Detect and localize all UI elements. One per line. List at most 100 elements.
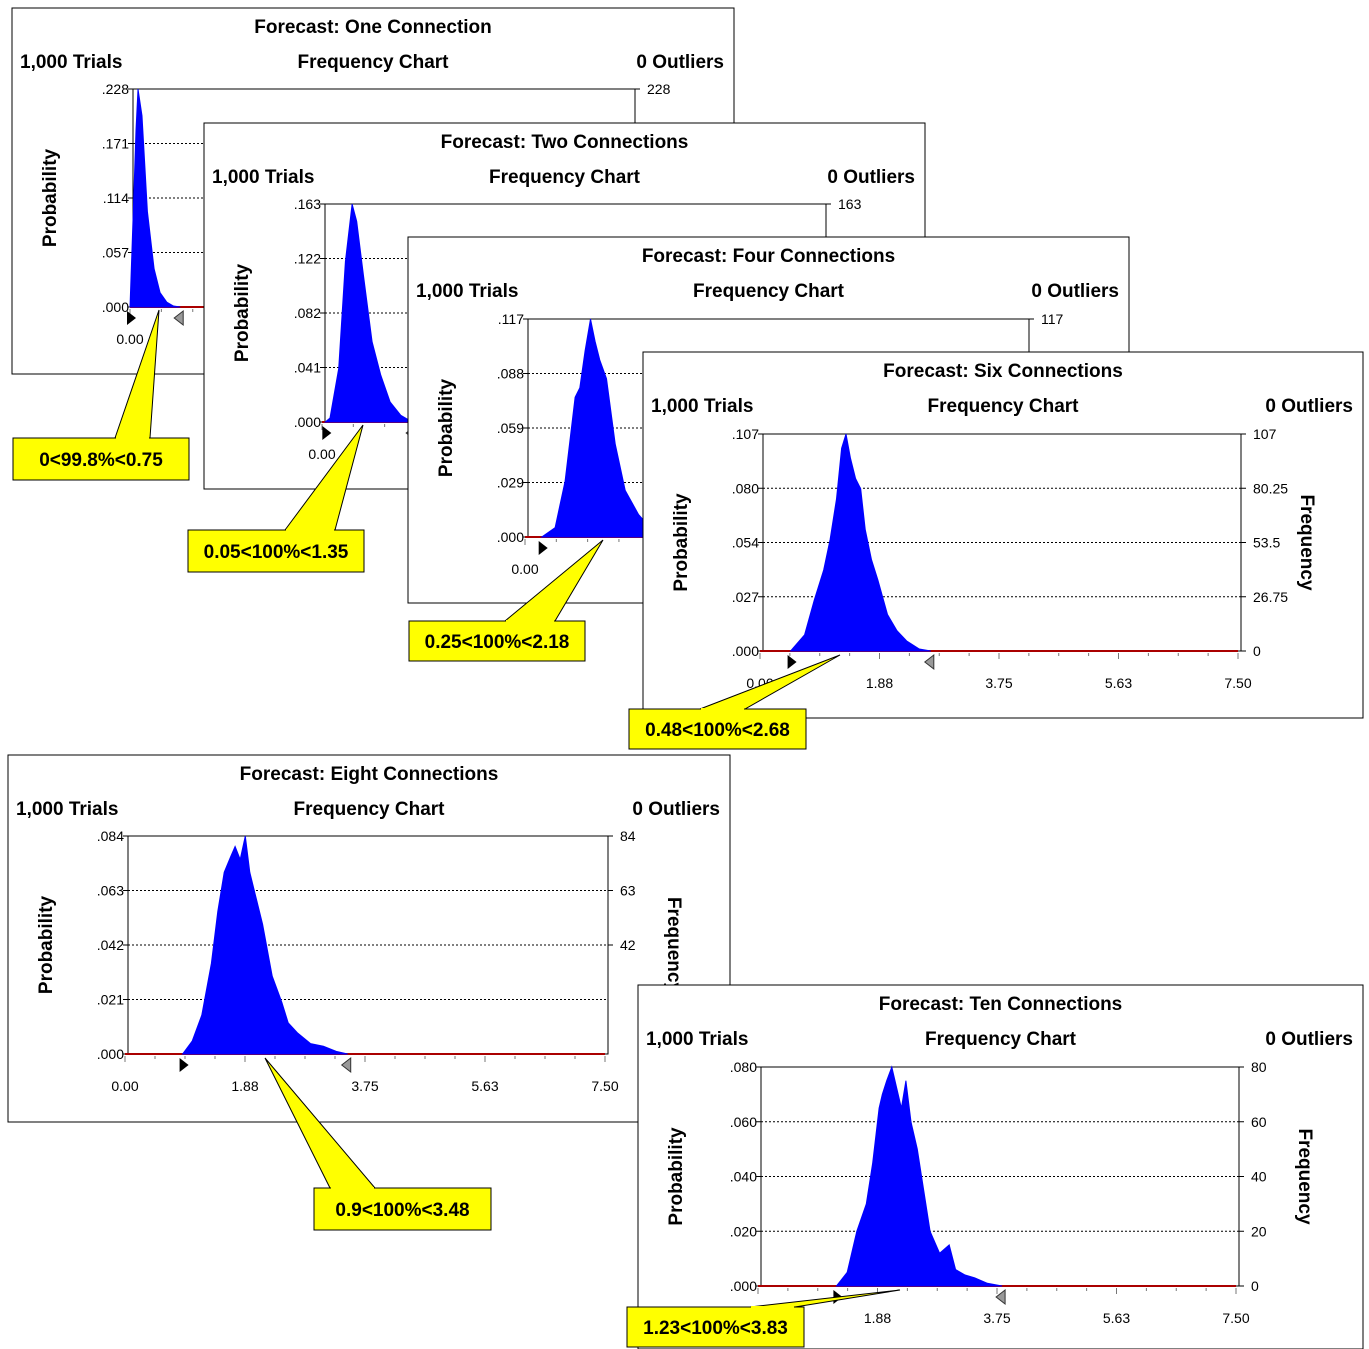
x-tick-label: 0.00 bbox=[511, 561, 538, 577]
x-tick-label: 0.00 bbox=[111, 1078, 138, 1094]
certainty-left-marker bbox=[322, 426, 332, 440]
y2-tick-label: 40 bbox=[1251, 1169, 1267, 1185]
x-tick-label: 7.50 bbox=[591, 1078, 618, 1094]
y-tick-label: .057 bbox=[102, 245, 129, 261]
x-tick-label: 7.50 bbox=[1224, 675, 1251, 691]
y-axis-label: Probability bbox=[40, 148, 61, 247]
callout-box bbox=[408, 620, 586, 662]
certainty-right-marker bbox=[340, 1056, 352, 1074]
y2-tick-label: 163 bbox=[838, 196, 862, 212]
callout-box bbox=[628, 708, 807, 750]
x-tick-label: 1.88 bbox=[864, 1310, 891, 1326]
certainty-left-marker bbox=[179, 1058, 189, 1072]
y-tick-label: .163 bbox=[294, 196, 321, 212]
y-tick-label: .054 bbox=[732, 535, 759, 551]
callout-box bbox=[12, 437, 190, 481]
certainty-left-marker bbox=[787, 655, 797, 669]
distribution-area bbox=[129, 88, 181, 308]
plot-area bbox=[760, 1066, 1240, 1287]
y2-axis-label: Frequency bbox=[1296, 494, 1317, 591]
y-tick-label: .063 bbox=[97, 883, 124, 899]
y-tick-label: .082 bbox=[294, 305, 321, 321]
chart-title: Forecast: Ten Connections bbox=[879, 994, 1123, 1015]
y2-axis-label: Frequency bbox=[663, 897, 684, 994]
y-tick-label: .027 bbox=[732, 589, 759, 605]
y2-tick-label: 63 bbox=[620, 883, 636, 899]
y-tick-label: .029 bbox=[497, 475, 524, 491]
outliers-label: 0 Outliers bbox=[1031, 281, 1119, 302]
y-tick-label: .000 bbox=[294, 414, 321, 430]
y-tick-label: .122 bbox=[294, 251, 321, 267]
y-tick-label: .020 bbox=[730, 1223, 757, 1239]
callout-box bbox=[187, 529, 365, 573]
y2-tick-label: 80 bbox=[1251, 1059, 1267, 1075]
y-axis-label: Probability bbox=[671, 493, 692, 592]
y-tick-label: .171 bbox=[102, 136, 129, 152]
callout-box bbox=[313, 1187, 492, 1231]
y-tick-label: .117 bbox=[498, 311, 524, 327]
x-tick-label: 3.75 bbox=[351, 1078, 378, 1094]
callout-label: 0.25<100%<2.18 bbox=[425, 632, 570, 653]
certainty-callout-6: 1.23<100%<3.83 bbox=[626, 1289, 901, 1348]
x-tick-label: 0.00 bbox=[308, 446, 335, 462]
y-tick-label: .040 bbox=[730, 1169, 757, 1185]
frequency-chart-label: Frequency Chart bbox=[928, 396, 1080, 417]
x-tick-label: 1.88 bbox=[231, 1078, 258, 1094]
y-tick-label: .021 bbox=[97, 992, 124, 1008]
y-tick-label: .042 bbox=[97, 937, 124, 953]
certainty-left-marker bbox=[127, 311, 136, 325]
chart-title: Forecast: Two Connections bbox=[441, 132, 689, 153]
y2-tick-label: 53.5 bbox=[1253, 535, 1280, 551]
distribution-area bbox=[181, 835, 348, 1055]
y-axis-label: Probability bbox=[232, 263, 253, 362]
trials-label: 1,000 Trials bbox=[16, 799, 118, 820]
y-tick-label: .084 bbox=[97, 828, 124, 844]
outliers-label: 0 Outliers bbox=[636, 52, 724, 73]
frequency-chart-label: Frequency Chart bbox=[294, 799, 446, 820]
forecast-chart-5: Forecast: Eight Connections 1,000 Trials F… bbox=[7, 754, 731, 1123]
x-tick-label: 5.63 bbox=[1105, 675, 1132, 691]
y-tick-label: .114 bbox=[103, 190, 129, 206]
certainty-callout-4: 0.48<100%<2.68 bbox=[628, 654, 841, 750]
x-tick-label: 0.00 bbox=[116, 331, 143, 347]
y2-tick-label: 0 bbox=[1251, 1278, 1259, 1294]
frequency-chart-label: Frequency Chart bbox=[925, 1029, 1077, 1050]
callout-label: 0.48<100%<2.68 bbox=[645, 720, 790, 741]
y-tick-label: .000 bbox=[97, 1046, 124, 1062]
trials-label: 1,000 Trials bbox=[651, 396, 753, 417]
certainty-callout-5: 0.9<100%<3.48 bbox=[264, 1057, 492, 1231]
x-tick-label: 3.75 bbox=[985, 675, 1012, 691]
forecast-chart-6: Forecast: Ten Connections 1,000 Trials Fre… bbox=[637, 984, 1364, 1349]
y-tick-label: .080 bbox=[730, 1059, 757, 1075]
callout-label: 0.9<100%<3.48 bbox=[335, 1200, 469, 1221]
outliers-label: 0 Outliers bbox=[1265, 396, 1353, 417]
distribution-area bbox=[789, 433, 931, 652]
outliers-label: 0 Outliers bbox=[1265, 1029, 1353, 1050]
x-tick-label: 7.50 bbox=[1222, 1310, 1249, 1326]
y2-tick-label: 117 bbox=[1041, 311, 1064, 327]
x-tick-label: 1.88 bbox=[866, 675, 893, 691]
y2-tick-label: 228 bbox=[647, 81, 671, 97]
certainty-right-marker bbox=[995, 1288, 1006, 1306]
y-tick-label: .000 bbox=[102, 299, 129, 315]
callout-box bbox=[626, 1306, 805, 1348]
x-tick-label: 5.63 bbox=[1103, 1310, 1130, 1326]
trials-label: 1,000 Trials bbox=[212, 167, 314, 188]
frequency-chart-label: Frequency Chart bbox=[298, 52, 450, 73]
y-tick-label: .228 bbox=[102, 81, 129, 97]
chart-title: Forecast: One Connection bbox=[254, 17, 492, 38]
distribution-area bbox=[835, 1065, 1003, 1287]
y-tick-label: .059 bbox=[497, 420, 524, 436]
callout-label: 0<99.8%<0.75 bbox=[39, 450, 163, 471]
certainty-right-marker bbox=[173, 309, 184, 327]
forecast-chart-4: Forecast: Six Connections 1,000 Trials Fre… bbox=[642, 351, 1364, 719]
callout-label: 1.23<100%<3.83 bbox=[643, 1318, 788, 1339]
y2-tick-label: 107 bbox=[1253, 426, 1277, 442]
y2-tick-label: 0 bbox=[1253, 643, 1261, 659]
x-tick-label: 5.63 bbox=[471, 1078, 498, 1094]
trials-label: 1,000 Trials bbox=[20, 52, 122, 73]
y-tick-label: .000 bbox=[497, 529, 524, 545]
y-tick-label: .041 bbox=[294, 360, 321, 376]
y-tick-label: .060 bbox=[730, 1114, 757, 1130]
